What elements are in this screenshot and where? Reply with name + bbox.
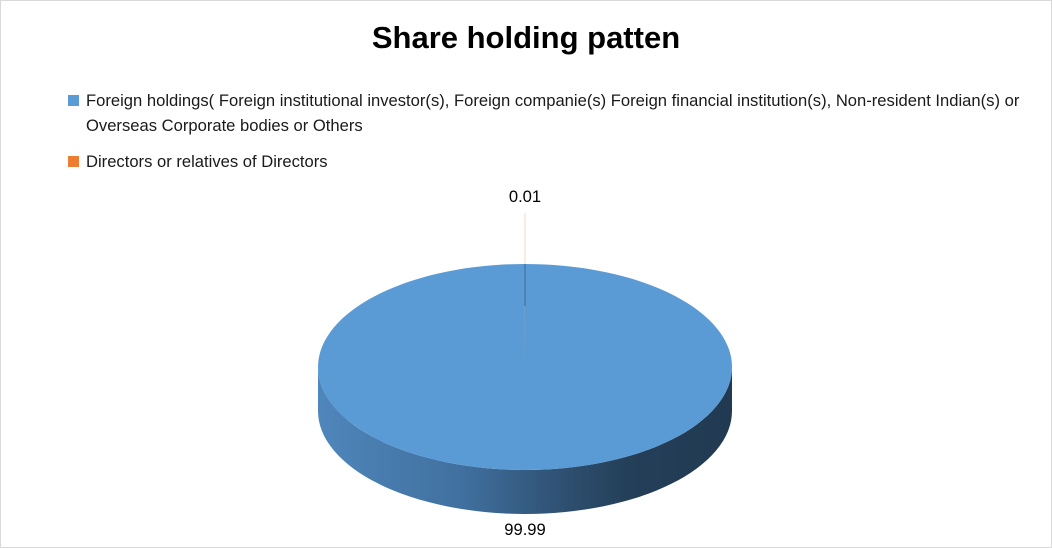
data-label-foreign: 99.99 [504,520,546,539]
legend-item-foreign: Foreign holdings( Foreign institutional … [68,88,1028,138]
pie-side-foreign [318,367,732,514]
legend-item-directors: Directors or relatives of Directors [68,149,1028,174]
legend: Foreign holdings( Foreign institutional … [68,88,1028,185]
data-label-directors: 0.01 [509,187,541,206]
legend-label-foreign: Foreign holdings( Foreign institutional … [86,91,1020,135]
legend-swatch-directors [68,156,79,167]
legend-label-directors: Directors or relatives of Directors [86,152,328,171]
legend-swatch-foreign [68,95,79,106]
pie-slice-foreign [318,264,733,471]
chart-title: Share holding patten [371,20,681,55]
